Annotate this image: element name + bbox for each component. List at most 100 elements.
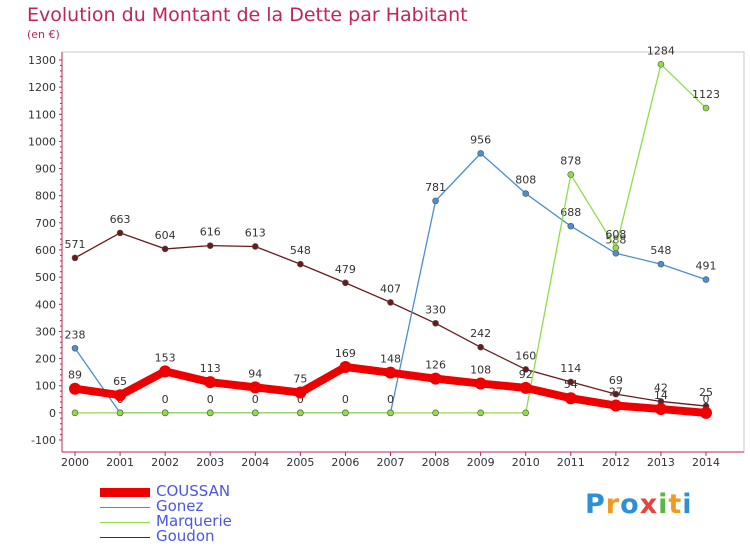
data-point (161, 409, 169, 417)
data-point (387, 299, 394, 306)
data-label: 588 (605, 233, 626, 246)
logo-letter: i (682, 489, 693, 520)
data-point (297, 260, 304, 268)
data-label: 126 (425, 359, 446, 372)
y-tick-label: 600 (35, 244, 56, 257)
data-point (609, 399, 622, 412)
data-point (657, 260, 665, 268)
x-tick-label: 2012 (602, 456, 630, 469)
data-label: 0 (703, 393, 710, 406)
data-label: 1284 (647, 44, 675, 57)
legend-swatch (100, 488, 150, 497)
data-label: 169 (335, 347, 356, 360)
data-point (567, 171, 575, 178)
y-tick-label: 1300 (28, 54, 56, 67)
data-label: 89 (68, 369, 82, 382)
data-label: 160 (515, 349, 536, 362)
data-label: 1123 (692, 88, 720, 101)
x-tick-label: 2005 (286, 456, 314, 469)
data-label: 616 (200, 226, 221, 239)
data-label: 113 (200, 362, 221, 375)
data-label: 479 (335, 263, 356, 276)
data-point (477, 409, 484, 417)
y-tick-label: 800 (35, 190, 56, 203)
logo-letter: t (668, 489, 683, 520)
data-label: 0 (297, 393, 304, 406)
data-label: 27 (609, 386, 623, 399)
data-label: 878 (560, 155, 581, 168)
data-label: 0 (342, 393, 349, 406)
data-label: 688 (560, 206, 581, 219)
data-point (519, 381, 532, 394)
data-label: 94 (248, 367, 262, 380)
data-label: 407 (380, 282, 401, 295)
data-label: 548 (650, 244, 671, 257)
legend-label: COUSSAN (156, 482, 231, 500)
data-point (612, 390, 620, 398)
data-label: 808 (515, 174, 536, 187)
data-point (702, 276, 710, 283)
data-point (339, 360, 352, 373)
y-tick-label: 700 (35, 217, 56, 230)
data-label: 663 (110, 213, 131, 226)
data-label: 956 (470, 133, 491, 146)
data-label: 69 (609, 374, 623, 387)
data-label: 42 (654, 381, 668, 394)
data-label: 92 (519, 368, 533, 381)
y-tick-label: 1200 (28, 81, 56, 94)
x-tick-label: 2011 (557, 456, 585, 469)
y-tick-label: 900 (35, 163, 56, 176)
data-point (384, 366, 397, 379)
data-point (116, 409, 124, 417)
data-label: 242 (470, 327, 491, 340)
data-point (342, 409, 349, 417)
y-tick-label: 500 (35, 271, 56, 284)
data-label: 781 (425, 181, 446, 194)
x-tick-label: 2002 (151, 456, 179, 469)
data-point (702, 104, 710, 112)
data-point (522, 366, 530, 373)
data-point (114, 389, 127, 402)
data-label: 491 (696, 260, 717, 273)
data-point (612, 249, 620, 257)
data-label: 0 (207, 393, 214, 406)
y-tick-label: 1100 (28, 108, 56, 121)
x-tick-label: 2004 (241, 456, 269, 469)
data-label: 65 (113, 375, 127, 388)
data-point (251, 243, 259, 250)
data-label: 608 (605, 228, 626, 241)
y-tick-label: 300 (35, 325, 56, 338)
data-point (71, 254, 79, 262)
x-tick-label: 2014 (692, 456, 720, 469)
data-point (342, 279, 349, 287)
data-point (116, 229, 124, 237)
data-point (657, 61, 665, 68)
data-point (249, 381, 262, 394)
legend-swatch (100, 507, 150, 508)
logo-letter: r (605, 489, 621, 520)
proxiti-logo: Proxiti (585, 489, 693, 520)
y-tick-label: 1000 (28, 135, 56, 148)
data-point (654, 403, 667, 416)
data-point (432, 409, 439, 417)
data-label: 330 (425, 303, 446, 316)
data-label: 238 (65, 328, 86, 341)
legend-label: Marquerie (156, 512, 232, 530)
x-tick-label: 2000 (61, 456, 89, 469)
legend-label: Goudon (156, 527, 215, 545)
legend-swatch (100, 522, 150, 523)
data-label: 14 (654, 389, 668, 402)
data-point (567, 222, 575, 230)
data-label: 148 (380, 353, 401, 366)
data-label: 0 (162, 393, 169, 406)
y-tick-label: 0 (49, 407, 56, 420)
logo-letter: o (620, 489, 640, 520)
x-tick-label: 2003 (196, 456, 224, 469)
data-label: 54 (564, 378, 578, 391)
data-label: 613 (245, 226, 266, 239)
data-label: 153 (155, 351, 176, 364)
y-tick-label: 400 (35, 298, 56, 311)
data-point (161, 245, 169, 253)
